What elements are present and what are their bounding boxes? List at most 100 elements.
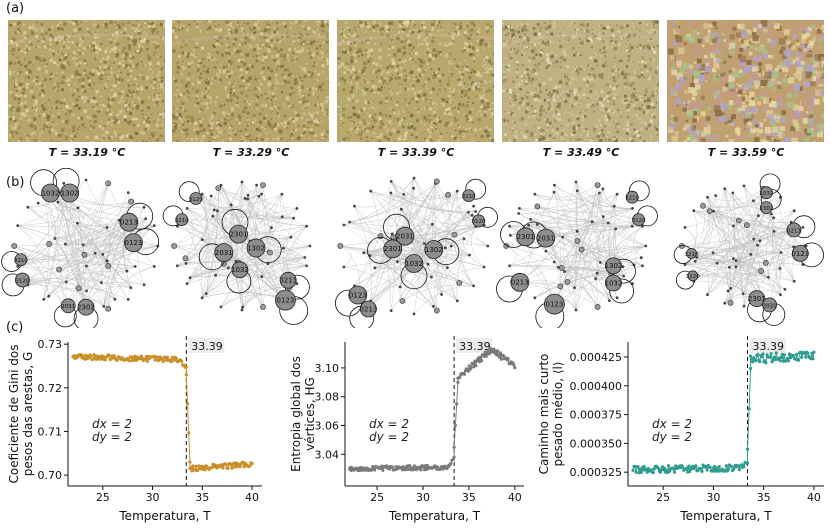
network-edge — [713, 210, 734, 259]
network-node — [692, 209, 696, 213]
node-label: 2301 — [230, 231, 248, 239]
network-node — [729, 287, 733, 290]
network-node — [594, 277, 598, 281]
y-axis-label: Coeficiente de Gini dos — [7, 345, 21, 484]
network-edge — [509, 245, 646, 267]
network-edge — [27, 206, 108, 228]
network-node — [612, 204, 616, 208]
network-node — [342, 265, 346, 269]
network-node — [590, 220, 594, 224]
network-edge — [247, 195, 272, 228]
y-tick-label: 0.000400 — [570, 380, 623, 393]
network-node — [456, 280, 463, 286]
network-edge — [401, 208, 476, 227]
network-node — [215, 185, 222, 191]
data-point — [381, 468, 385, 472]
data-point — [699, 467, 703, 471]
y-tick-label: 3.08 — [315, 391, 340, 404]
y-axis-label: Entropia global dos — [289, 356, 303, 472]
network-node — [200, 192, 204, 196]
network-edge — [390, 181, 458, 302]
network-edge — [607, 292, 618, 301]
transition-label-bg — [456, 338, 493, 353]
network-edge — [608, 222, 646, 247]
data-point — [512, 363, 516, 367]
parameter-annotation: dy = 2 — [92, 430, 132, 444]
network-node — [125, 269, 129, 273]
network-node — [573, 286, 576, 290]
charts-row: 25 30 35 40 0.70 0.71 0.72 0.73 Temperatura, T Co… — [7, 336, 824, 523]
parameter-annotation: dy = 2 — [652, 430, 692, 444]
network-node — [337, 243, 344, 249]
network-node — [389, 180, 393, 183]
network-node — [723, 187, 727, 191]
network-edge — [402, 266, 485, 302]
network-edge — [554, 184, 633, 209]
data-point — [800, 355, 804, 359]
network-edge — [354, 205, 403, 302]
network-node — [257, 194, 261, 198]
network-node — [552, 190, 556, 194]
data-point — [754, 359, 758, 363]
data-point — [791, 353, 796, 358]
y-tick-label: 0.73 — [38, 338, 63, 351]
network-node — [212, 208, 216, 212]
network-edge — [65, 243, 128, 272]
network-edge — [464, 211, 476, 217]
network-edge — [363, 252, 458, 302]
network-node — [641, 264, 644, 268]
network-edge — [729, 217, 774, 268]
network-node — [348, 220, 351, 224]
network-node — [62, 181, 66, 185]
data-point — [662, 466, 667, 470]
network-node — [85, 289, 88, 293]
node-label: 2301 — [748, 295, 766, 303]
data-point — [745, 461, 750, 465]
data-point — [726, 467, 731, 471]
network-edge — [537, 206, 609, 224]
network-node — [752, 199, 755, 203]
network-edge — [27, 270, 127, 286]
network-edge — [633, 226, 643, 258]
data-point — [631, 468, 635, 472]
network-node — [509, 233, 512, 237]
network-node — [184, 262, 188, 265]
network-node — [36, 201, 40, 205]
network-edge — [185, 185, 222, 259]
network-node — [508, 224, 511, 228]
data-point — [658, 470, 663, 474]
node-label: 3210 — [625, 196, 639, 202]
parameter-annotation: dx = 2 — [369, 417, 409, 431]
network-node — [126, 298, 130, 301]
network-edge — [525, 236, 614, 267]
node-label: 0213 — [511, 279, 529, 287]
x-tick-label: 40 — [508, 491, 522, 504]
x-axis-label: Temperatura, T — [388, 509, 481, 523]
network-edge — [340, 245, 376, 268]
node-label: 3210 — [175, 218, 189, 224]
data-point — [194, 464, 198, 468]
x-axis-label: Temperatura, T — [118, 509, 211, 523]
network-node — [308, 244, 312, 248]
data-point — [169, 360, 173, 364]
network-node — [563, 270, 566, 273]
transition-label: 33.39 — [191, 340, 223, 353]
network-edge — [187, 193, 282, 210]
data-point — [196, 468, 200, 472]
network-edge — [354, 211, 476, 287]
network-edge — [227, 194, 283, 269]
data-point — [673, 470, 677, 474]
network-node — [399, 298, 406, 304]
data-point — [419, 468, 423, 472]
network-node — [305, 264, 308, 268]
network-edge — [214, 209, 294, 220]
data-point — [694, 464, 698, 468]
network-edge — [106, 227, 132, 288]
panel-label-c: (c) — [6, 320, 24, 335]
data-point — [458, 375, 462, 379]
network-node — [574, 308, 578, 312]
x-tick-label: 25 — [370, 491, 384, 504]
data-point — [436, 465, 440, 469]
network-node-labelled — [686, 248, 697, 259]
